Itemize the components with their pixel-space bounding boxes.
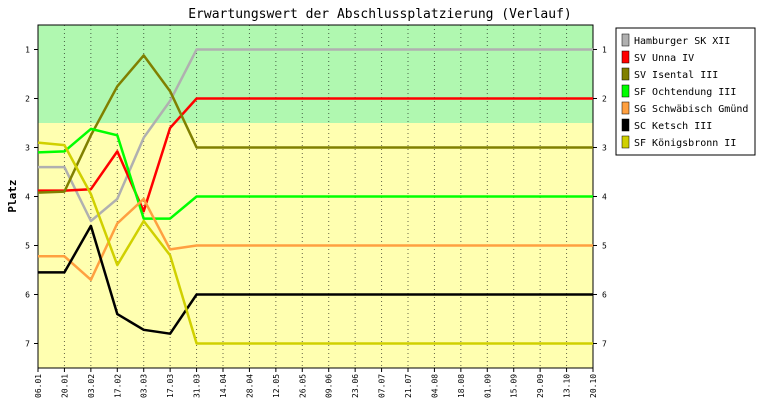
legend-label-6: SF Königsbronn II	[634, 138, 736, 149]
x-tick-label-6: 31.03	[193, 374, 202, 398]
x-tick-label-9: 12.05	[272, 374, 281, 398]
y-tick-label-left-2: 2	[25, 95, 30, 104]
legend-swatch-0	[621, 33, 630, 47]
chart-title: Erwartungswert der Abschlussplatzierung …	[188, 7, 572, 22]
y-tick-label-left-4: 4	[25, 193, 30, 202]
legend: Hamburger SK XII SV Unna IV SV Isental III…	[615, 27, 756, 156]
legend-swatch-6	[621, 135, 630, 149]
legend-box	[615, 27, 756, 156]
axis-layer: 1 1 2 2 3 3 4 4 5 5 6 6 7 7 06.01 20.01 03.02 17.02 03.03 1…	[25, 46, 607, 399]
legend-swatch-5	[621, 118, 630, 132]
y-tick-label-right-3: 3	[602, 144, 607, 153]
zone-band-0	[38, 25, 593, 123]
y-tick-label-right-1: 1	[602, 46, 607, 55]
x-tick-label-15: 04.08	[430, 374, 439, 398]
legend-swatch-2	[621, 67, 630, 81]
series-layer	[37, 48, 593, 345]
legend-label-3: SF Ochtendung III	[634, 87, 736, 98]
legend-label-2: SV Isental III	[634, 70, 718, 81]
x-tick-label-4: 03.03	[140, 374, 149, 398]
x-tick-label-13: 07.07	[378, 374, 387, 398]
y-tick-label-left-7: 7	[25, 340, 30, 349]
series-line-5	[38, 224, 593, 335]
x-tick-label-16: 18.08	[457, 374, 466, 398]
y-tick-label-right-2: 2	[602, 95, 607, 104]
x-tick-label-14: 21.07	[404, 374, 413, 398]
x-tick-label-5: 17.03	[166, 374, 175, 398]
y-tick-label-right-5: 5	[602, 242, 607, 251]
x-tick-label-20: 13.10	[563, 374, 572, 398]
legend-swatch-4	[621, 101, 630, 115]
y-axis-label: Platz	[6, 179, 19, 212]
x-tick-label-19: 29.09	[536, 374, 545, 398]
legend-label-4: SG Schwäbisch Gmünd	[634, 104, 748, 115]
y-tick-label-left-3: 3	[25, 144, 30, 153]
series-line-6	[37, 141, 593, 345]
x-tick-label-10: 26.05	[298, 374, 307, 398]
x-tick-label-12: 23.06	[351, 374, 360, 398]
legend-swatch-1	[621, 50, 630, 64]
x-tick-label-18: 15.09	[510, 374, 519, 398]
x-tick-label-7: 14.04	[219, 374, 228, 398]
x-tick-label-0: 06.01	[34, 374, 43, 398]
y-tick-label-right-7: 7	[602, 340, 607, 349]
x-tick-label-2: 03.02	[87, 374, 96, 398]
y-tick-label-left-6: 6	[25, 291, 30, 300]
x-tick-label-11: 09.06	[325, 374, 334, 398]
legend-swatch-3	[621, 84, 630, 98]
legend-label-5: SC Ketsch III	[634, 121, 712, 132]
series-line-1	[38, 97, 593, 213]
y-tick-label-left-1: 1	[25, 46, 30, 55]
y-tick-label-left-5: 5	[25, 242, 30, 251]
x-tick-label-17: 01.09	[483, 374, 492, 398]
series-line-0	[38, 48, 593, 223]
x-tick-label-3: 17.02	[113, 374, 122, 398]
legend-label-0: Hamburger SK XII	[634, 36, 730, 47]
series-line-4	[38, 197, 593, 282]
x-tick-label-1: 20.01	[60, 374, 69, 398]
y-tick-label-right-4: 4	[602, 193, 607, 202]
series-line-3	[37, 127, 593, 220]
legend-label-1: SV Unna IV	[634, 53, 694, 64]
x-tick-label-21: 20.10	[589, 374, 598, 398]
x-tick-label-8: 28.04	[245, 374, 254, 398]
series-line-2	[37, 54, 593, 194]
y-tick-label-right-6: 6	[602, 291, 607, 300]
